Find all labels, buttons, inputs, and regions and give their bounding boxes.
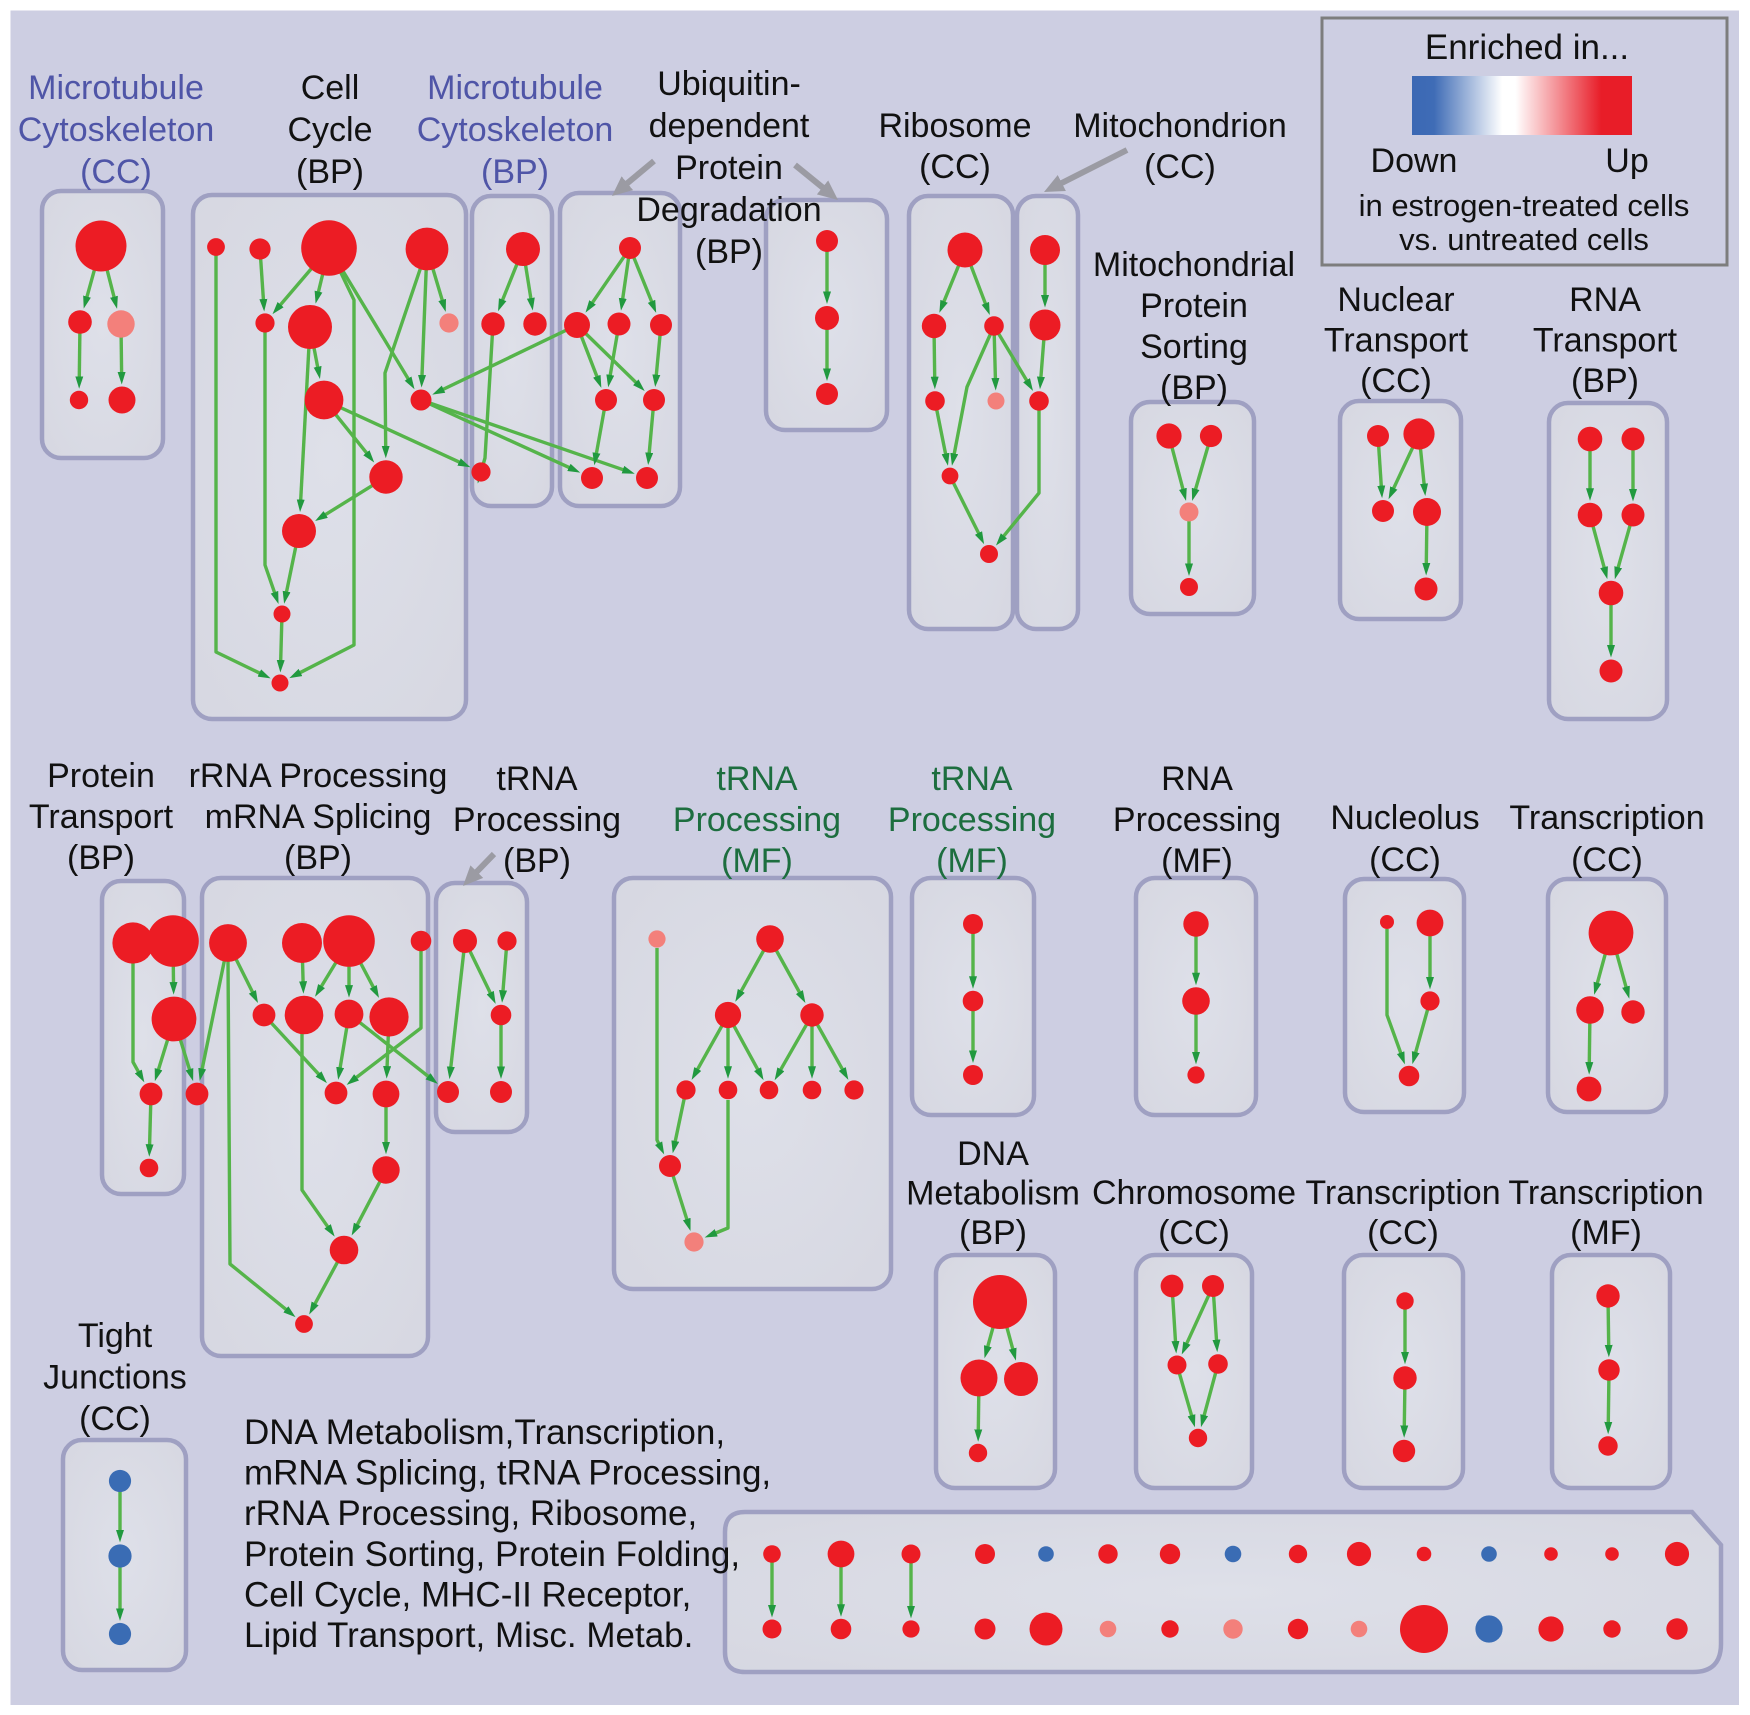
svg-text:Sorting: Sorting [1140, 328, 1248, 366]
svg-text:Enriched in...: Enriched in... [1425, 28, 1629, 67]
svg-text:Processing: Processing [1113, 801, 1281, 839]
svg-text:Transcription: Transcription [1305, 1174, 1500, 1212]
svg-text:Junctions: Junctions [43, 1359, 187, 1397]
svg-text:Microtubule: Microtubule [28, 69, 204, 107]
svg-text:(MF): (MF) [1570, 1214, 1642, 1252]
svg-text:(CC): (CC) [919, 148, 991, 186]
svg-text:Processing: Processing [888, 801, 1056, 839]
svg-text:in estrogen-treated cells: in estrogen-treated cells [1359, 188, 1690, 223]
svg-text:Transport: Transport [1324, 322, 1469, 360]
svg-text:(CC): (CC) [1144, 148, 1216, 186]
svg-text:Lipid Transport, Misc. Metab.: Lipid Transport, Misc. Metab. [244, 1616, 693, 1655]
svg-text:RNA: RNA [1161, 760, 1233, 798]
svg-text:DNA: DNA [957, 1135, 1029, 1173]
svg-text:Cell Cycle, MHC-II Receptor,: Cell Cycle, MHC-II Receptor, [244, 1575, 691, 1614]
svg-text:Down: Down [1371, 142, 1458, 180]
svg-text:(CC): (CC) [1367, 1214, 1439, 1252]
svg-text:Cytoskeleton: Cytoskeleton [417, 111, 614, 149]
svg-text:rRNA Processing: rRNA Processing [189, 757, 448, 795]
svg-text:(BP): (BP) [296, 153, 364, 191]
svg-text:(BP): (BP) [481, 153, 549, 191]
svg-text:Transcription: Transcription [1509, 799, 1704, 837]
svg-text:Microtubule: Microtubule [427, 69, 603, 107]
svg-text:DNA Metabolism,Transcription,: DNA Metabolism,Transcription, [244, 1413, 725, 1452]
svg-text:tRNA: tRNA [496, 760, 578, 798]
svg-text:Metabolism: Metabolism [906, 1175, 1080, 1213]
svg-text:(BP): (BP) [67, 839, 135, 877]
svg-text:Mitochondrial: Mitochondrial [1093, 246, 1295, 284]
svg-text:Ribosome: Ribosome [878, 107, 1031, 145]
svg-text:Protein: Protein [47, 757, 155, 795]
svg-text:rRNA Processing, Ribosome,: rRNA Processing, Ribosome, [244, 1494, 697, 1533]
svg-text:(BP): (BP) [959, 1214, 1027, 1252]
svg-text:(MF): (MF) [936, 842, 1008, 880]
svg-text:mRNA Splicing, tRNA Processing: mRNA Splicing, tRNA Processing, [244, 1454, 771, 1493]
svg-text:tRNA: tRNA [931, 760, 1013, 798]
svg-text:(CC): (CC) [1360, 362, 1432, 400]
svg-text:Processing: Processing [453, 801, 621, 839]
svg-text:Chromosome: Chromosome [1092, 1174, 1296, 1212]
svg-text:Mitochondrion: Mitochondrion [1073, 107, 1287, 145]
svg-text:tRNA: tRNA [716, 760, 798, 798]
svg-text:Tight: Tight [78, 1317, 153, 1355]
svg-text:(BP): (BP) [1571, 362, 1639, 400]
svg-text:Protein: Protein [675, 149, 783, 187]
svg-text:(BP): (BP) [503, 842, 571, 880]
svg-text:(CC): (CC) [1158, 1214, 1230, 1252]
svg-text:(BP): (BP) [1160, 369, 1228, 407]
svg-text:Transcription: Transcription [1508, 1174, 1703, 1212]
svg-text:Ubiquitin-: Ubiquitin- [657, 65, 801, 103]
svg-text:(MF): (MF) [1161, 842, 1233, 880]
svg-text:RNA: RNA [1569, 281, 1641, 319]
svg-text:(BP): (BP) [284, 839, 352, 877]
svg-text:Transport: Transport [29, 798, 174, 836]
svg-text:Protein Sorting, Protein Foldi: Protein Sorting, Protein Folding, [244, 1535, 740, 1574]
svg-text:Cycle: Cycle [287, 111, 372, 149]
svg-text:Nuclear: Nuclear [1337, 281, 1454, 319]
svg-text:mRNA Splicing: mRNA Splicing [205, 798, 432, 836]
svg-text:Degradation: Degradation [636, 191, 821, 229]
svg-text:vs. untreated cells: vs. untreated cells [1399, 222, 1649, 257]
svg-text:(CC): (CC) [1571, 841, 1643, 879]
svg-text:dependent: dependent [649, 107, 810, 145]
svg-text:(CC): (CC) [80, 153, 152, 191]
svg-text:(CC): (CC) [79, 1400, 151, 1438]
svg-text:Nucleolus: Nucleolus [1330, 799, 1479, 837]
svg-text:Up: Up [1605, 142, 1648, 180]
svg-text:Cytoskeleton: Cytoskeleton [18, 111, 215, 149]
svg-text:(CC): (CC) [1369, 841, 1441, 879]
svg-text:(MF): (MF) [721, 842, 793, 880]
svg-text:Cell: Cell [301, 69, 360, 107]
svg-text:(BP): (BP) [695, 233, 763, 271]
svg-text:Processing: Processing [673, 801, 841, 839]
svg-text:Transport: Transport [1533, 322, 1678, 360]
svg-text:Protein: Protein [1140, 287, 1248, 325]
